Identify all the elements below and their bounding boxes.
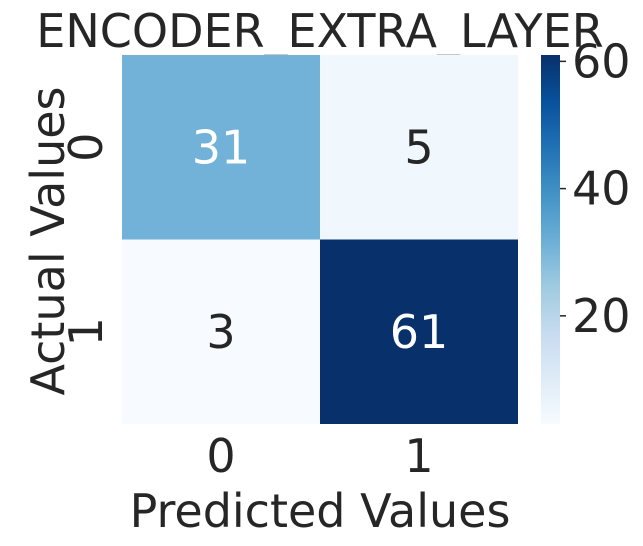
heatmap-cell-value-1-1: 61 bbox=[390, 305, 449, 359]
heatmap-cell-0-0 bbox=[122, 55, 320, 240]
colorbar-ticks: 20 40 60 bbox=[560, 34, 631, 343]
colorbar-tick-label-60: 60 bbox=[572, 34, 631, 88]
y-axis-label: Actual Values bbox=[21, 86, 75, 395]
colorbar-tick-label-40: 40 bbox=[572, 162, 631, 216]
x-tick-label-0: 0 bbox=[206, 429, 235, 483]
y-tick-label-0: 0 bbox=[59, 133, 113, 162]
x-tick-label-1: 1 bbox=[404, 429, 433, 483]
colorbar bbox=[541, 55, 560, 424]
heatmap-cell-value-1-0: 3 bbox=[206, 305, 235, 359]
heatmap-cell-value-0-1: 5 bbox=[404, 120, 433, 174]
colorbar-tick-label-20: 20 bbox=[572, 289, 631, 343]
x-axis-label: Predicted Values bbox=[130, 484, 511, 538]
chart-title: ENCODER_EXTRA_LAYER bbox=[36, 4, 603, 58]
heatmap-cells bbox=[122, 55, 518, 424]
y-axis-ticks: 01 bbox=[59, 133, 113, 347]
heatmap-cell-value-0-0: 31 bbox=[192, 120, 251, 174]
heatmap-cell-1-0 bbox=[122, 239, 320, 424]
heatmap-cell-0-1 bbox=[320, 55, 518, 240]
heatmap-cell-1-1 bbox=[320, 239, 518, 424]
y-tick-label-1: 1 bbox=[59, 317, 113, 346]
heatmap-cell-labels: 31 5 3 61 bbox=[192, 120, 449, 359]
